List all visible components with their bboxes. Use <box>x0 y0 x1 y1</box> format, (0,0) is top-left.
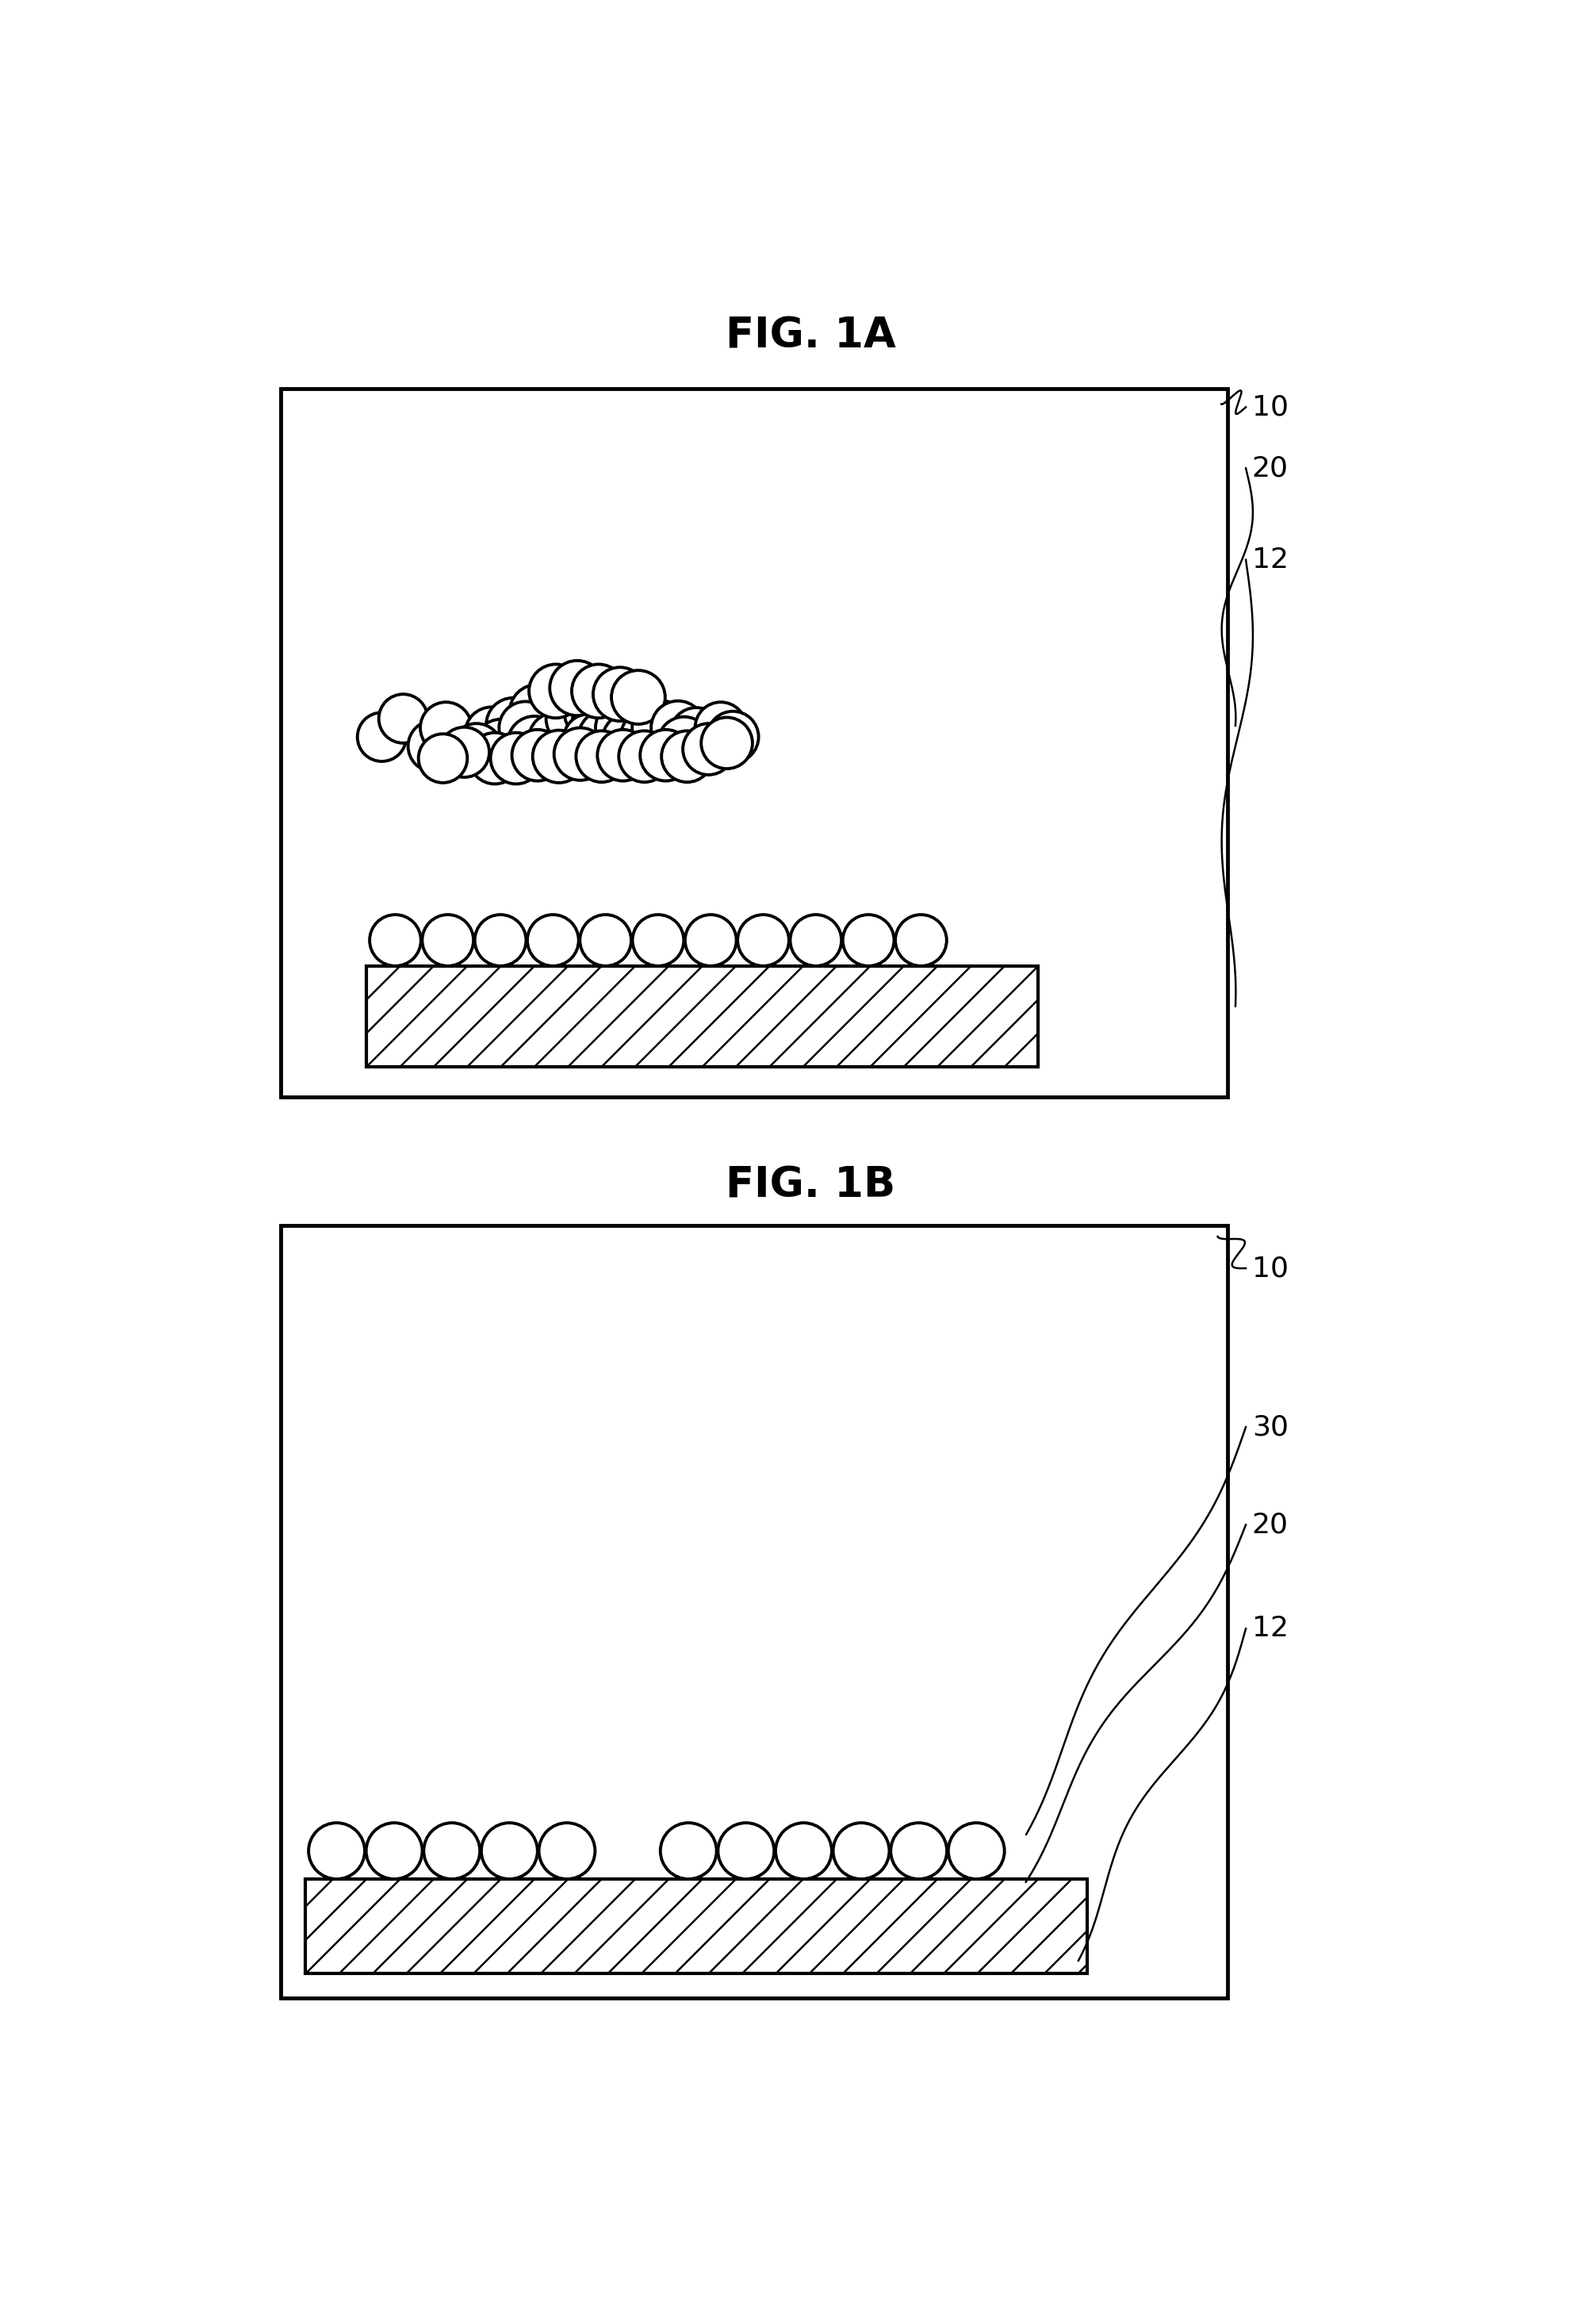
Circle shape <box>701 718 753 769</box>
Text: 10: 10 <box>1251 1255 1288 1283</box>
Circle shape <box>509 683 566 741</box>
Circle shape <box>541 697 595 751</box>
Circle shape <box>641 730 691 781</box>
Circle shape <box>620 711 674 765</box>
Circle shape <box>707 711 758 762</box>
Circle shape <box>440 727 489 776</box>
Circle shape <box>475 718 528 774</box>
Circle shape <box>533 676 590 732</box>
Circle shape <box>611 669 664 725</box>
Circle shape <box>490 732 541 783</box>
Circle shape <box>475 916 527 967</box>
Circle shape <box>358 713 407 762</box>
Circle shape <box>685 916 736 967</box>
Circle shape <box>470 732 520 783</box>
Circle shape <box>465 706 519 760</box>
Circle shape <box>408 720 459 772</box>
Circle shape <box>546 690 603 746</box>
Circle shape <box>579 711 631 762</box>
Circle shape <box>948 1822 1005 1880</box>
Circle shape <box>775 1822 832 1880</box>
Circle shape <box>370 916 421 967</box>
Circle shape <box>652 702 706 755</box>
Circle shape <box>683 723 734 774</box>
Circle shape <box>593 667 647 720</box>
Circle shape <box>365 1822 422 1880</box>
Bar <box>367 967 1038 1067</box>
Circle shape <box>527 916 579 967</box>
Bar <box>305 1880 1087 1973</box>
Circle shape <box>513 730 563 781</box>
Circle shape <box>571 665 625 718</box>
Circle shape <box>563 713 615 767</box>
Circle shape <box>581 916 631 967</box>
Circle shape <box>671 706 723 760</box>
Circle shape <box>598 730 649 781</box>
Circle shape <box>528 665 582 718</box>
Circle shape <box>891 1822 948 1880</box>
Circle shape <box>737 916 789 967</box>
Circle shape <box>422 916 473 967</box>
Circle shape <box>789 916 842 967</box>
Circle shape <box>603 713 657 767</box>
Circle shape <box>419 734 467 783</box>
Circle shape <box>661 730 713 783</box>
Circle shape <box>378 695 427 744</box>
Text: FIG. 1B: FIG. 1B <box>726 1164 895 1206</box>
Circle shape <box>528 713 584 767</box>
Text: FIG. 1A: FIG. 1A <box>725 316 895 358</box>
Circle shape <box>539 1822 595 1880</box>
Circle shape <box>895 916 946 967</box>
Bar <box>282 1225 1228 1999</box>
Text: 30: 30 <box>1251 1413 1288 1441</box>
Circle shape <box>481 1822 538 1880</box>
Circle shape <box>451 723 501 774</box>
Circle shape <box>595 700 650 755</box>
Text: 20: 20 <box>1251 456 1288 481</box>
Circle shape <box>571 697 625 751</box>
Text: 12: 12 <box>1251 1615 1288 1643</box>
Text: 12: 12 <box>1251 546 1288 574</box>
Circle shape <box>551 660 604 716</box>
Circle shape <box>533 730 585 783</box>
Circle shape <box>834 1822 889 1880</box>
Circle shape <box>498 702 552 753</box>
Circle shape <box>843 916 894 967</box>
Bar <box>282 388 1228 1097</box>
Circle shape <box>718 1822 774 1880</box>
Text: 10: 10 <box>1251 393 1288 421</box>
Circle shape <box>694 702 747 753</box>
Circle shape <box>633 916 683 967</box>
Circle shape <box>658 716 710 769</box>
Circle shape <box>508 716 562 769</box>
Circle shape <box>308 1822 365 1880</box>
Circle shape <box>432 718 484 769</box>
Circle shape <box>619 730 671 783</box>
Circle shape <box>554 727 606 781</box>
Circle shape <box>576 730 628 783</box>
Circle shape <box>660 1822 717 1880</box>
Circle shape <box>565 683 620 741</box>
Circle shape <box>520 697 574 751</box>
Circle shape <box>614 693 669 751</box>
Circle shape <box>486 697 539 751</box>
Circle shape <box>421 702 471 753</box>
Text: 20: 20 <box>1251 1511 1288 1538</box>
Circle shape <box>552 706 607 762</box>
Bar <box>367 967 1038 1067</box>
Circle shape <box>633 700 687 755</box>
Circle shape <box>424 1822 479 1880</box>
Bar <box>305 1880 1087 1973</box>
